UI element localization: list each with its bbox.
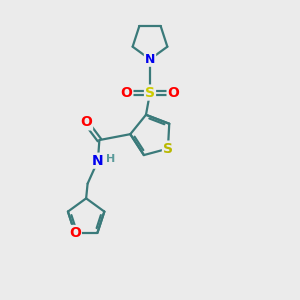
Text: S: S (163, 142, 173, 156)
Text: O: O (69, 226, 81, 240)
Text: O: O (80, 116, 92, 129)
Text: N: N (92, 154, 104, 168)
Text: O: O (121, 85, 132, 100)
Text: H: H (106, 154, 116, 164)
Text: N: N (145, 53, 155, 66)
Text: S: S (145, 85, 155, 100)
Text: O: O (168, 85, 179, 100)
